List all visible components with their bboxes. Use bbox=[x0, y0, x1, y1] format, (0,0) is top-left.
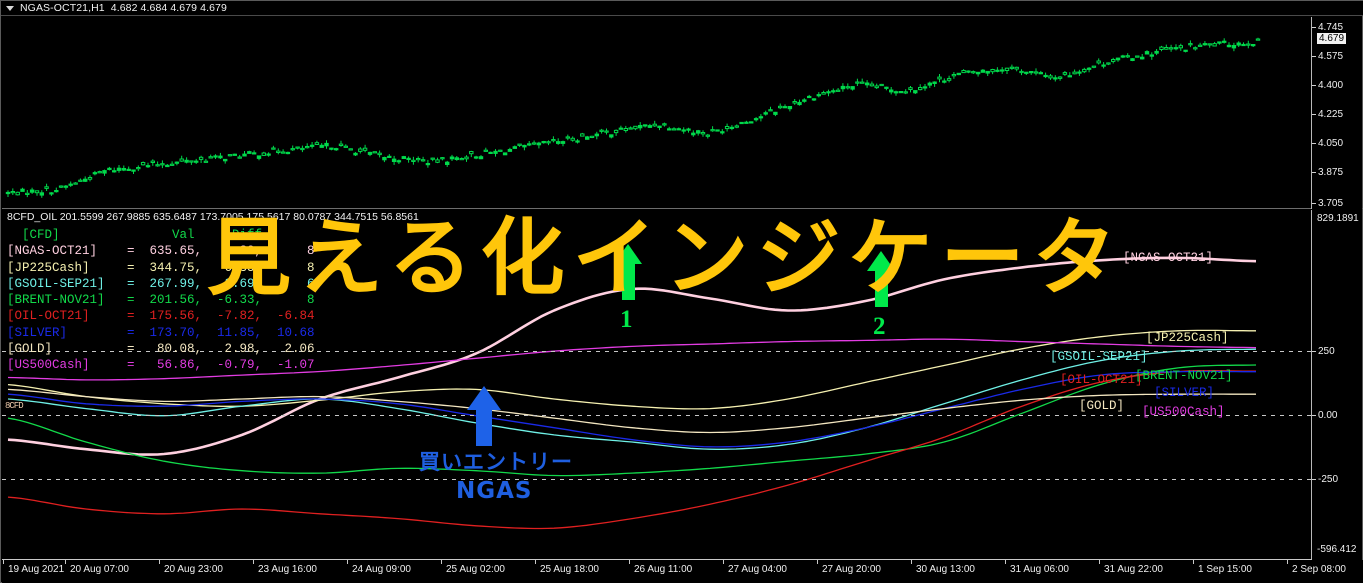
price-tick: 4.225 bbox=[1312, 109, 1363, 120]
price-tick: 4.745 bbox=[1312, 22, 1363, 33]
pane-divider bbox=[2, 208, 1363, 209]
indicator-tick: 0.00 bbox=[1312, 410, 1363, 421]
time-axis[interactable]: 19 Aug 2021 20 Aug 07:00 20 Aug 23:00 23 Au… bbox=[2, 560, 1363, 583]
table-row: [SILVER] = 173.70, 11.85, 10.68 bbox=[7, 325, 315, 340]
time-axis-label: 19 Aug 2021 bbox=[2, 560, 65, 575]
time-axis-label: 31 Aug 06:00 bbox=[1005, 560, 1069, 575]
table-row: [JP225Cash] = 344.75, 6.35, 8 bbox=[7, 260, 315, 275]
time-axis-label: 31 Aug 22:00 bbox=[1099, 560, 1163, 575]
price-tick: 4.400 bbox=[1312, 80, 1363, 91]
gridline-250 bbox=[2, 351, 1312, 352]
chart-ohlc-values: 4.682 4.684 4.679 4.679 bbox=[110, 2, 227, 14]
series-label: [US500Cash] bbox=[1142, 405, 1225, 419]
time-axis-label: 26 Aug 11:00 bbox=[628, 560, 693, 575]
indicator-pane[interactable] bbox=[2, 210, 1312, 559]
series-label: [BRENT-NOV21] bbox=[1135, 369, 1233, 383]
time-axis-label: 2 Sep 08:00 bbox=[1287, 560, 1346, 575]
price-scale[interactable]: 4.745 4.575 4.400 4.225 4.050 3.875 3.705 4.679 bbox=[1311, 17, 1362, 209]
cfd-values-table: [CFD] Val Diff f [NGAS-OCT21] = 635.65, 1… bbox=[7, 227, 315, 374]
series-label: [JP225Cash] bbox=[1146, 331, 1229, 345]
time-axis-label: 25 Aug 02:00 bbox=[441, 560, 505, 575]
chevron-down-icon[interactable] bbox=[6, 5, 14, 11]
series-label: [OIL-OCT21] bbox=[1060, 373, 1143, 387]
time-axis-label: 23 Aug 16:00 bbox=[253, 560, 317, 575]
buy-entry-label-line1: 買いエントリー bbox=[419, 450, 573, 474]
current-price-label: 4.679 bbox=[1317, 33, 1347, 44]
time-axis-label: 1 Sep 15:00 bbox=[1193, 560, 1252, 575]
indicator-header-values: 8CFD_OIL 201.5599 267.9885 635.6487 173.… bbox=[7, 211, 419, 223]
table-row: [GOLD] = 80.08, 2.98, 2.06 bbox=[7, 342, 315, 357]
indicator-tick: 829.1891 bbox=[1317, 213, 1359, 224]
time-axis-label: 20 Aug 07:00 bbox=[65, 560, 129, 575]
price-tick: 4.050 bbox=[1312, 138, 1363, 149]
table-header-row: [CFD] Val Diff f bbox=[7, 228, 278, 242]
time-axis-label: 20 Aug 23:00 bbox=[159, 560, 223, 575]
indicator-tick: 250 bbox=[1312, 346, 1363, 357]
promo-overlay-title: 見える化インジケータ bbox=[207, 209, 1125, 307]
buy-entry-label-line2: NGAS bbox=[456, 478, 533, 504]
table-row: [BRENT-NOV21] = 201.56, -6.33, 8 bbox=[7, 293, 315, 308]
series-label: [GSOIL-SEP21] bbox=[1050, 350, 1148, 364]
time-axis-line bbox=[2, 559, 1312, 560]
price-chart-pane[interactable] bbox=[2, 17, 1312, 210]
table-row: [NGAS-OCT21] = 635.65, 1.30, 8 bbox=[7, 244, 315, 259]
chart-symbol-period: NGAS-OCT21,H1 bbox=[20, 2, 105, 14]
table-row: [OIL-OCT21] = 175.56, -7.82, -6.84 bbox=[7, 309, 315, 324]
price-tick: 4.575 bbox=[1312, 51, 1363, 62]
time-axis-label: 24 Aug 09:00 bbox=[347, 560, 411, 575]
zero-line-label: 8CFD bbox=[5, 401, 24, 411]
time-axis-label: 27 Aug 20:00 bbox=[817, 560, 881, 575]
table-row: [US500Cash] = 56.86, -0.79, -1.07 bbox=[7, 358, 315, 373]
gridline-neg250 bbox=[2, 479, 1312, 480]
price-tick: 3.705 bbox=[1312, 198, 1363, 209]
time-axis-label: 25 Aug 18:00 bbox=[535, 560, 599, 575]
series-label: [GOLD] bbox=[1079, 399, 1125, 413]
price-tick: 3.875 bbox=[1312, 167, 1363, 178]
chart-titlebar: NGAS-OCT21,H1 4.682 4.684 4.679 4.679 bbox=[1, 1, 1363, 16]
series-label: [SILVER] bbox=[1154, 386, 1215, 400]
gridline-zero bbox=[2, 415, 1312, 416]
indicator-line-series bbox=[7, 256, 1257, 530]
table-row: [GSOIL-SEP21] = 267.99, 3.69, 6 bbox=[7, 276, 315, 291]
indicator-scale[interactable]: 829.1891 250 0.00 -250 -596.412 bbox=[1311, 210, 1362, 559]
signal-arrow-number: 1 bbox=[620, 306, 633, 333]
indicator-tick: -596.412 bbox=[1317, 544, 1357, 555]
time-axis-label: 30 Aug 13:00 bbox=[911, 560, 975, 575]
series-label: [NGAS-OCT21] bbox=[1123, 251, 1214, 265]
candlestick-series bbox=[5, 37, 1261, 198]
indicator-tick: -250 bbox=[1312, 474, 1363, 485]
signal-arrow-number: 2 bbox=[873, 313, 886, 340]
time-axis-label: 27 Aug 04:00 bbox=[723, 560, 787, 575]
